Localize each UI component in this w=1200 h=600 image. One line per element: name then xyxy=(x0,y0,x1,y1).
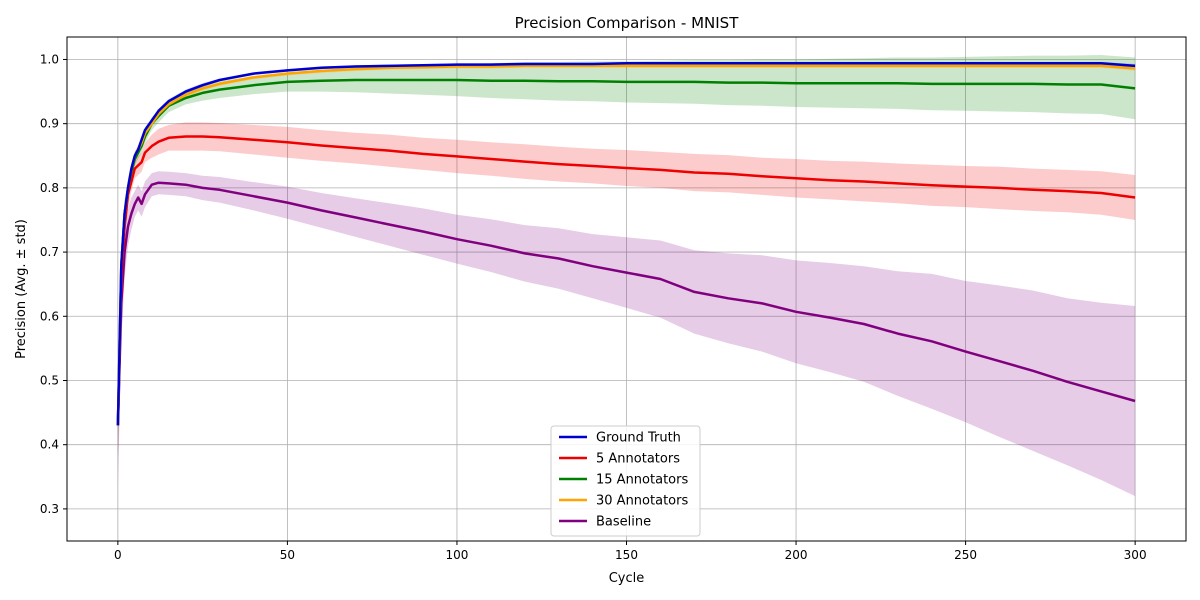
legend-label-15-annotators: 15 Annotators xyxy=(596,473,688,488)
legend-label-30-annotators: 30 Annotators xyxy=(596,494,688,509)
y-tick-label: 0.7 xyxy=(40,245,59,259)
y-tick-label: 0.8 xyxy=(40,181,59,195)
series-line-15-annotators xyxy=(116,78,1136,426)
std-band-baseline xyxy=(117,171,1136,497)
y-tick-label: 0.5 xyxy=(40,373,59,387)
x-tick-label: 0 xyxy=(114,548,122,562)
legend: Ground Truth 5 Annotators 15 Annotators 30 … xyxy=(550,425,701,537)
legend-box xyxy=(550,425,701,537)
x-axis-label: Cycle xyxy=(609,571,645,586)
y-tick-label: 1.0 xyxy=(40,52,59,66)
series-line-layer xyxy=(116,62,1136,426)
tick-layer: 0 50 100 150 200 250 300 0.3 0.4 0.5 0.6 0.7 0.8 0.9 1… xyxy=(40,52,1147,562)
x-tick-label: 250 xyxy=(954,548,977,562)
y-tick-label: 0.3 xyxy=(40,502,59,516)
legend-label-5-annotators: 5 Annotators xyxy=(596,452,680,467)
x-tick-label: 50 xyxy=(280,548,295,562)
y-tick-label: 0.6 xyxy=(40,309,59,323)
x-tick-label: 200 xyxy=(785,548,808,562)
y-tick-label: 0.9 xyxy=(40,117,59,131)
x-tick-label: 100 xyxy=(446,548,469,562)
chart-title: Precision Comparison - MNIST xyxy=(515,14,740,32)
legend-label-ground-truth: Ground Truth xyxy=(596,431,681,446)
x-tick-label: 150 xyxy=(615,548,638,562)
std-band-15-annotators xyxy=(117,55,1136,458)
series-line-5-annotators xyxy=(116,135,1136,426)
x-tick-label: 300 xyxy=(1124,548,1147,562)
series-line-ground-truth xyxy=(116,62,1136,426)
y-tick-label: 0.4 xyxy=(40,438,59,452)
std-band-layer xyxy=(117,55,1136,497)
legend-label-baseline: Baseline xyxy=(596,515,651,530)
y-axis-label: Precision (Avg. ± std) xyxy=(14,219,29,359)
series-line-baseline xyxy=(116,181,1136,426)
